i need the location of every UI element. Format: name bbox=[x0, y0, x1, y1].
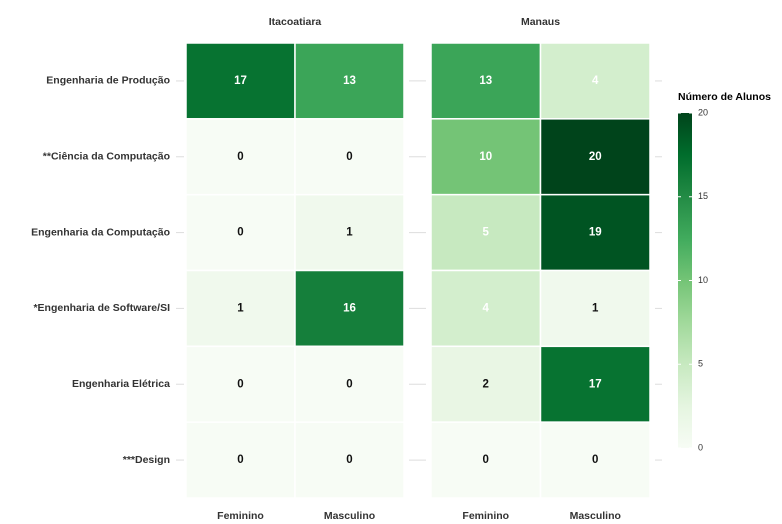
heatmap-cell bbox=[294, 345, 405, 423]
y-tick-label: Engenharia Elétrica bbox=[72, 378, 170, 390]
cell-label: 0 bbox=[237, 151, 243, 163]
cell-label: 19 bbox=[589, 227, 602, 239]
cell-label: 20 bbox=[589, 151, 602, 163]
cell-label: 5 bbox=[483, 227, 490, 239]
x-tick-label: Masculino bbox=[324, 510, 375, 522]
colorbar-tick-label: 20 bbox=[698, 107, 708, 117]
colorbar-tick-label: 10 bbox=[698, 275, 708, 285]
colorbar-tick-label: 5 bbox=[698, 359, 703, 369]
cell-label: 0 bbox=[346, 378, 352, 390]
cell-label: 0 bbox=[346, 454, 352, 466]
heatmap-cell bbox=[294, 42, 405, 120]
heatmap-cell bbox=[539, 421, 651, 499]
y-tick-label: Engenharia de Produção bbox=[46, 75, 170, 87]
heatmap-cell bbox=[430, 193, 542, 272]
heatmap-cell bbox=[430, 421, 542, 499]
heatmap-cell bbox=[539, 345, 651, 423]
cell-label: 0 bbox=[237, 454, 243, 466]
cell-label: 17 bbox=[234, 75, 247, 87]
heatmap-cell bbox=[294, 269, 405, 348]
cell-label: 1 bbox=[592, 302, 599, 314]
colorbar-tick-label: 15 bbox=[698, 191, 708, 201]
colorbar-tick-label: 0 bbox=[698, 442, 703, 452]
cell-label: 4 bbox=[592, 75, 599, 87]
heatmap-cell bbox=[430, 269, 542, 348]
y-tick-label: ***Design bbox=[123, 454, 170, 466]
cell-label: 1 bbox=[346, 227, 353, 239]
heatmap-cell bbox=[539, 118, 651, 196]
heatmap-cell bbox=[430, 345, 542, 423]
cell-label: 0 bbox=[483, 454, 489, 466]
cell-label: 13 bbox=[479, 75, 492, 87]
x-tick-label: Feminino bbox=[462, 510, 509, 522]
cell-label: 1 bbox=[237, 302, 244, 314]
facet-title: Itacoatiara bbox=[269, 16, 322, 28]
colorbar bbox=[678, 113, 692, 448]
cell-label: 2 bbox=[483, 378, 489, 390]
x-tick-label: Masculino bbox=[570, 510, 621, 522]
heatmap-cell bbox=[539, 193, 651, 272]
cell-label: 0 bbox=[592, 454, 598, 466]
cell-label: 13 bbox=[343, 75, 356, 87]
cell-label: 16 bbox=[343, 302, 356, 314]
cell-label: 17 bbox=[589, 378, 602, 390]
y-tick-label: Engenharia da Computação bbox=[31, 226, 170, 238]
cell-label: 0 bbox=[237, 378, 243, 390]
heatmap-cell bbox=[294, 421, 405, 499]
cell-label: 0 bbox=[346, 151, 352, 163]
cell-label: 0 bbox=[237, 227, 243, 239]
heatmap-cell bbox=[430, 42, 542, 120]
cell-label: 10 bbox=[479, 151, 492, 163]
legend-title: Número de Alunos bbox=[678, 91, 771, 103]
cell-label: 4 bbox=[483, 302, 490, 314]
heatmap-cell bbox=[294, 118, 405, 196]
heatmap-cell bbox=[185, 118, 296, 196]
heatmap-cell bbox=[430, 118, 542, 196]
x-tick-label: Feminino bbox=[217, 510, 264, 522]
y-tick-label: *Engenharia de Software/SI bbox=[33, 302, 170, 314]
heatmap-cell bbox=[294, 193, 405, 272]
heatmap-cell bbox=[539, 42, 651, 120]
facet-title: Manaus bbox=[521, 16, 560, 28]
y-tick-label: **Ciência da Computação bbox=[43, 151, 170, 163]
